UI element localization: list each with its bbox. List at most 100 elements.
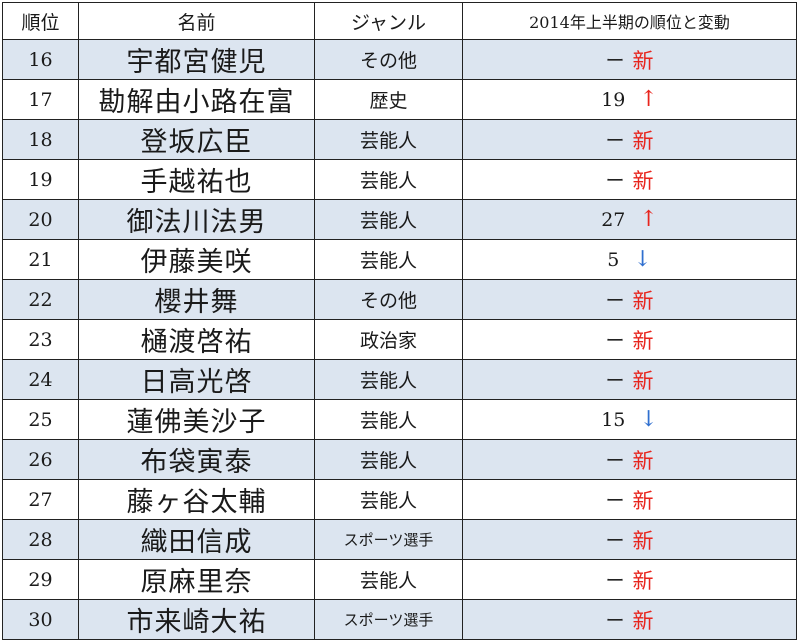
name-cell: 登坂広臣 (78, 119, 315, 160)
rank-cell: 22 (2, 279, 79, 320)
header-genre: ジャンル (314, 2, 463, 40)
rank-cell: 18 (2, 119, 79, 160)
new-badge: 新 (632, 48, 654, 73)
change-cell: ー新 (462, 439, 797, 480)
name-cell: 伊藤美咲 (78, 239, 315, 280)
genre-cell: スポーツ選手 (314, 519, 463, 560)
change-value: ー新 (605, 45, 653, 75)
table-row: 18 登坂広臣 芸能人 ー新 (2, 119, 797, 160)
genre-cell: 芸能人 (314, 359, 463, 400)
name-cell: 勘解由小路在富 (78, 79, 315, 120)
dash-mark: ー (605, 50, 625, 72)
table-row: 30 市来崎大祐 スポーツ選手 ー新 (2, 599, 797, 640)
change-value: ー新 (605, 565, 653, 595)
genre-cell: 芸能人 (314, 239, 463, 280)
table-row: 21 伊藤美咲 芸能人 5 ↓ (2, 239, 797, 280)
dash-mark: ー (605, 330, 625, 352)
new-badge: 新 (632, 288, 654, 313)
name-cell: 織田信成 (78, 519, 315, 560)
header-change: 2014年上半期の順位と変動 (462, 2, 797, 40)
rank-cell: 21 (2, 239, 79, 280)
new-badge: 新 (632, 168, 654, 193)
change-cell: ー新 (462, 119, 797, 160)
name-cell: 日高光啓 (78, 359, 315, 400)
table-row: 26 布袋寅泰 芸能人 ー新 (2, 439, 797, 480)
genre-cell: 歴史 (314, 79, 463, 120)
name-cell: 藤ヶ谷太輔 (78, 479, 315, 520)
name-cell: 樋渡啓祐 (78, 319, 315, 360)
change-value: ー新 (605, 445, 653, 475)
arrow-up-icon: ↑ (639, 87, 658, 112)
new-badge: 新 (632, 488, 654, 513)
table-row: 20 御法川法男 芸能人 27 ↑ (2, 199, 797, 240)
new-badge: 新 (632, 568, 654, 593)
change-cell: ー新 (462, 479, 797, 520)
change-cell: ー新 (462, 599, 797, 640)
previous-rank: 27 (601, 208, 626, 231)
rank-cell: 30 (2, 599, 79, 640)
rank-cell: 23 (2, 319, 79, 360)
table-row: 17 勘解由小路在富 歴史 19 ↑ (2, 79, 797, 120)
table-row: 19 手越祐也 芸能人 ー新 (2, 159, 797, 200)
new-badge: 新 (632, 128, 654, 153)
change-cell: ー新 (462, 559, 797, 600)
change-cell: 5 ↓ (462, 239, 797, 280)
genre-cell: 芸能人 (314, 159, 463, 200)
change-cell: ー新 (462, 319, 797, 360)
change-value: 15 ↓ (601, 407, 658, 432)
rank-cell: 29 (2, 559, 79, 600)
rank-cell: 16 (2, 39, 79, 80)
table-body: 16 宇都宮健児 その他ー新 17 勘解由小路在富 歴史 19 ↑ 18 登坂広臣 芸能人ー新 19 手… (2, 39, 797, 640)
name-cell: 原麻里奈 (78, 559, 315, 600)
rank-cell: 24 (2, 359, 79, 400)
arrow-down-icon: ↓ (633, 247, 652, 272)
dash-mark: ー (605, 490, 625, 512)
new-badge: 新 (632, 368, 654, 393)
change-cell: ー新 (462, 279, 797, 320)
previous-rank: 5 (607, 248, 620, 271)
change-cell: 27 ↑ (462, 199, 797, 240)
dash-mark: ー (605, 130, 625, 152)
name-cell: 布袋寅泰 (78, 439, 315, 480)
arrow-down-icon: ↓ (639, 407, 658, 432)
change-cell: 15 ↓ (462, 399, 797, 440)
change-value: ー新 (605, 485, 653, 515)
change-value: 5 ↓ (607, 247, 652, 272)
change-value: ー新 (605, 525, 653, 555)
change-cell: ー新 (462, 159, 797, 200)
dash-mark: ー (605, 450, 625, 472)
change-cell: 19 ↑ (462, 79, 797, 120)
table-row: 25 蓮佛美沙子 芸能人 15 ↓ (2, 399, 797, 440)
change-value: ー新 (605, 605, 653, 635)
dash-mark: ー (605, 610, 625, 632)
table-row: 22 櫻井舞 その他 ー新 (2, 279, 797, 320)
name-cell: 御法川法男 (78, 199, 315, 240)
dash-mark: ー (605, 530, 625, 552)
new-badge: 新 (632, 448, 654, 473)
genre-cell: 芸能人 (314, 199, 463, 240)
rank-cell: 28 (2, 519, 79, 560)
change-value: ー新 (605, 165, 653, 195)
rank-cell: 20 (2, 199, 79, 240)
genre-cell: 芸能人 (314, 479, 463, 520)
table-row: 23 樋渡啓祐 政治家 ー新 (2, 319, 797, 360)
previous-rank: 15 (601, 408, 626, 431)
new-badge: 新 (632, 608, 654, 633)
rank-cell: 17 (2, 79, 79, 120)
change-cell: ー新 (462, 519, 797, 560)
rank-cell: 19 (2, 159, 79, 200)
name-cell: 櫻井舞 (78, 279, 315, 320)
genre-cell: その他 (314, 39, 463, 80)
rank-cell: 25 (2, 399, 79, 440)
new-badge: 新 (632, 328, 654, 353)
genre-cell: 芸能人 (314, 119, 463, 160)
change-cell: ー新 (462, 359, 797, 400)
change-value: 19 ↑ (601, 87, 658, 112)
table-row: 28 織田信成 スポーツ選手 ー新 (2, 519, 797, 560)
table-row: 16 宇都宮健児 その他 ー新 (2, 39, 797, 80)
header-rank: 順位 (2, 2, 79, 40)
genre-cell: 政治家 (314, 319, 463, 360)
genre-cell: 芸能人 (314, 399, 463, 440)
